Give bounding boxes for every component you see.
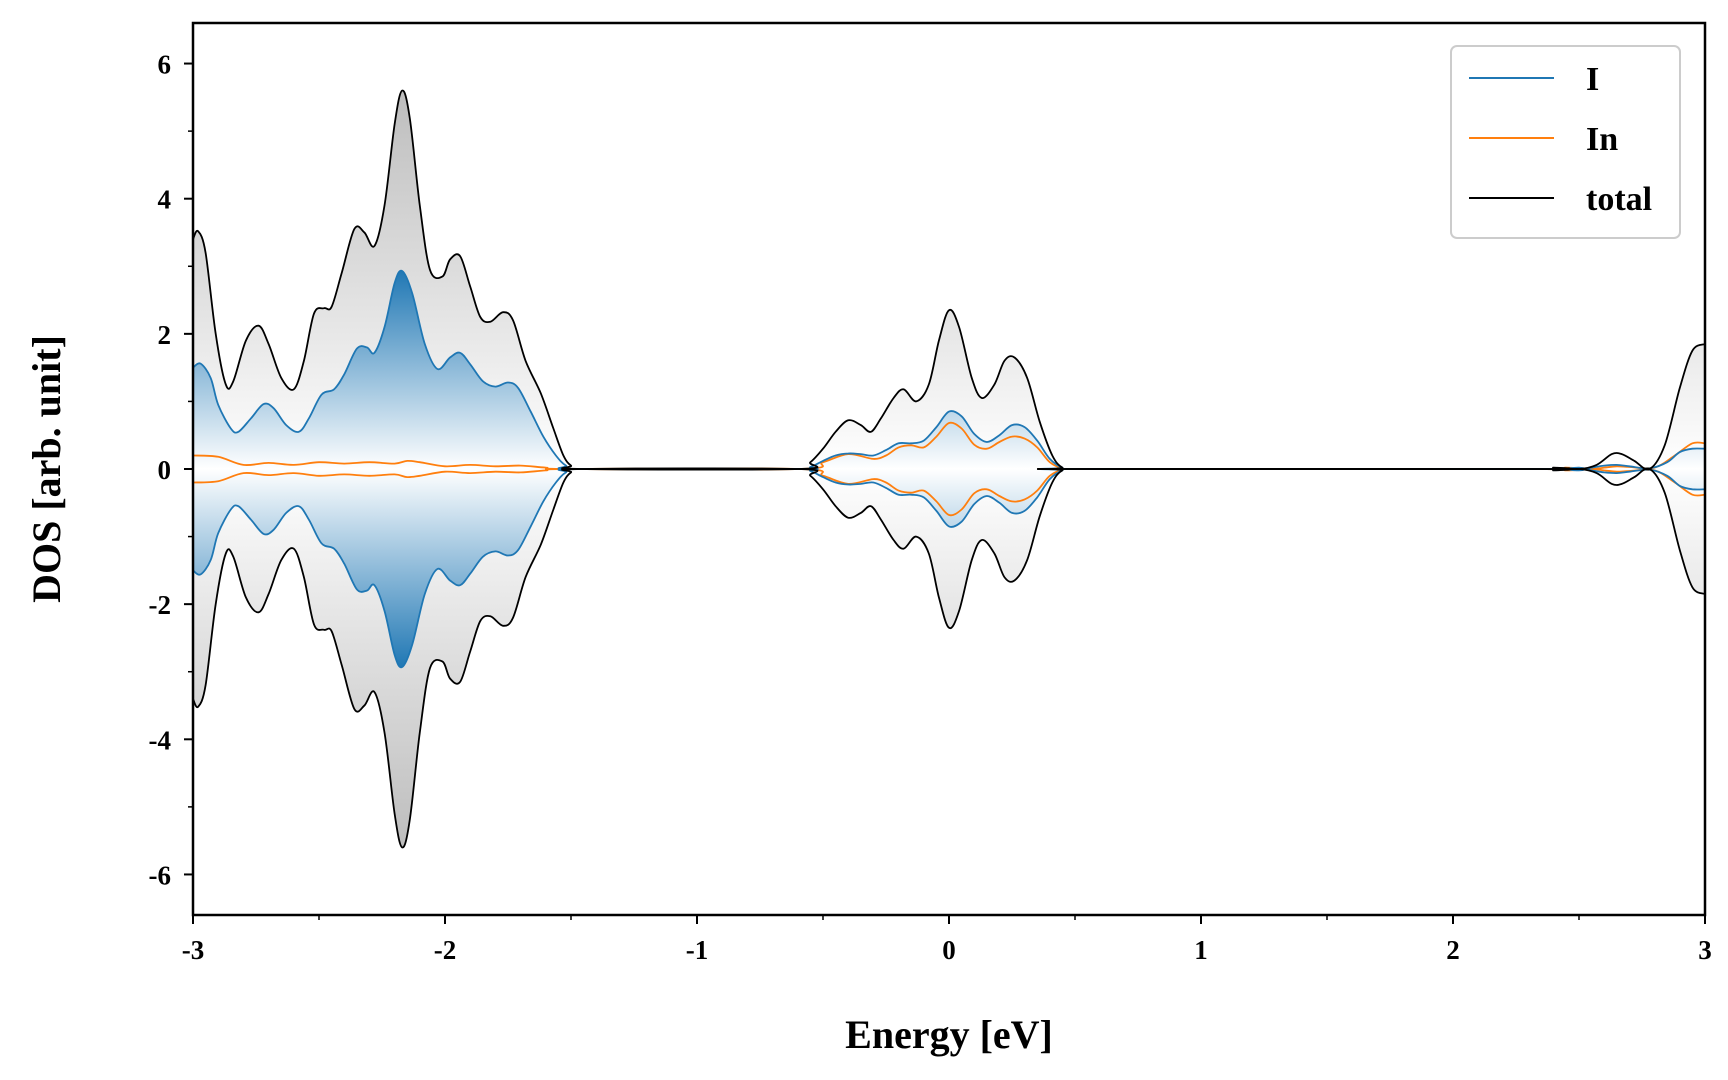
y-tick-label: 0 <box>158 455 172 485</box>
fill-i-positive <box>193 270 1705 471</box>
x-tick-label: -1 <box>686 935 709 965</box>
y-axis: -6 -4 -2 0 2 4 6 <box>149 50 193 890</box>
area-fills <box>193 90 1705 848</box>
y-tick-label: 2 <box>158 320 172 350</box>
x-tick-label: -3 <box>182 935 205 965</box>
legend-label-in: In <box>1586 121 1618 158</box>
legend-label-i: I <box>1586 61 1599 98</box>
x-axis: -3 -2 -1 0 1 2 3 <box>182 915 1712 965</box>
y-tick-label: -4 <box>149 725 172 755</box>
y-tick-label: 6 <box>158 50 172 80</box>
x-tick-label: -2 <box>434 935 457 965</box>
y-tick-label: -6 <box>149 860 172 890</box>
x-tick-label: 0 <box>942 935 956 965</box>
legend: I In total <box>1450 45 1681 239</box>
y-axis-title: DOS [arb. unit] <box>24 335 69 603</box>
x-tick-label: 1 <box>1194 935 1208 965</box>
legend-box <box>1450 45 1681 239</box>
y-tick-label: -2 <box>149 590 172 620</box>
x-tick-label: 2 <box>1446 935 1460 965</box>
series-lines <box>193 89 1705 849</box>
x-axis-title: Energy [eV] <box>845 1012 1053 1057</box>
fill-i-negative <box>193 467 1705 668</box>
y-tick-label: 4 <box>158 185 172 215</box>
legend-label-total: total <box>1586 181 1652 218</box>
line-total-negative <box>193 467 1705 849</box>
x-tick-label: 3 <box>1698 935 1712 965</box>
